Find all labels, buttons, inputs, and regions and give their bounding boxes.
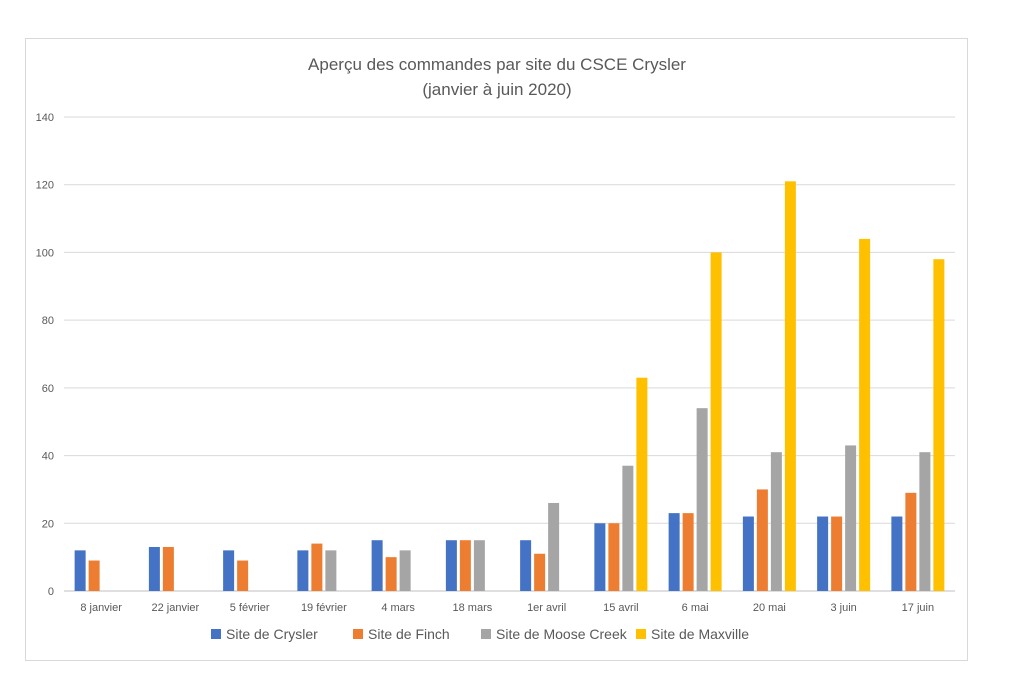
bar <box>817 516 829 591</box>
y-axis-ticks: 0 20 40 60 80 100 120 140 <box>36 112 54 598</box>
bar <box>399 550 411 591</box>
bar <box>534 553 546 591</box>
bar <box>905 492 917 591</box>
bar <box>742 516 754 591</box>
bar <box>608 523 620 591</box>
bar <box>668 513 680 591</box>
legend: Site de Crysler Site de Finch Site de Moos… <box>211 626 749 642</box>
bar <box>756 489 768 591</box>
y-tick-label: 20 <box>42 518 54 530</box>
bar <box>385 557 397 591</box>
bar-chart: Aperçu des commandes par site du CSCE Cr… <box>36 55 955 642</box>
legend-swatch <box>211 629 221 639</box>
bar <box>636 377 648 591</box>
legend-item: Site de Maxville <box>636 626 749 642</box>
bar <box>473 540 485 591</box>
bar <box>831 516 843 591</box>
bar <box>770 452 782 591</box>
x-tick-label: 20 mai <box>753 602 786 614</box>
bar <box>237 560 249 591</box>
y-tick-label: 80 <box>42 315 54 327</box>
x-tick-label: 15 avril <box>603 602 638 614</box>
bar <box>520 540 532 591</box>
gridlines <box>64 116 955 592</box>
bar <box>148 546 160 591</box>
legend-label: Site de Crysler <box>226 626 318 642</box>
bar <box>696 408 708 591</box>
x-tick-label: 8 janvier <box>80 602 122 614</box>
bar <box>784 181 796 592</box>
legend-item: Site de Moose Creek <box>481 626 628 642</box>
bar <box>459 540 471 591</box>
x-tick-label: 1er avril <box>527 602 566 614</box>
legend-label: Site de Finch <box>368 626 450 642</box>
bar <box>88 560 100 591</box>
legend-label: Site de Maxville <box>651 626 749 642</box>
x-tick-label: 3 juin <box>830 602 856 614</box>
bar <box>594 523 606 591</box>
x-tick-label: 19 février <box>301 602 347 614</box>
bar <box>445 540 457 591</box>
legend-swatch <box>636 629 646 639</box>
bar <box>162 546 174 591</box>
bar <box>311 543 323 591</box>
y-tick-label: 120 <box>36 180 54 192</box>
bar <box>845 445 857 591</box>
bars <box>74 181 945 592</box>
bar <box>297 550 309 591</box>
bar <box>919 452 931 591</box>
x-tick-label: 4 mars <box>381 602 415 614</box>
legend-item: Site de Finch <box>353 626 450 642</box>
x-tick-label: 18 mars <box>453 602 493 614</box>
legend-swatch <box>353 629 363 639</box>
legend-item: Site de Crysler <box>211 626 318 642</box>
legend-label: Site de Moose Creek <box>496 626 628 642</box>
chart-title: Aperçu des commandes par site du CSCE Cr… <box>308 55 686 74</box>
y-tick-label: 100 <box>36 247 54 259</box>
x-tick-label: 22 janvier <box>152 602 200 614</box>
legend-swatch <box>481 629 491 639</box>
y-tick-label: 0 <box>48 586 54 598</box>
x-tick-label: 6 mai <box>682 602 709 614</box>
bar <box>891 516 903 591</box>
chart-subtitle: (janvier à juin 2020) <box>422 80 571 99</box>
bar <box>371 540 383 591</box>
bar <box>223 550 235 591</box>
y-tick-label: 40 <box>42 451 54 463</box>
x-tick-label: 5 février <box>230 602 270 614</box>
bar <box>682 513 694 591</box>
bar <box>859 238 871 591</box>
bar <box>325 550 337 591</box>
y-tick-label: 140 <box>36 112 54 124</box>
bar <box>933 259 945 591</box>
x-tick-label: 17 juin <box>902 602 934 614</box>
bar <box>622 465 634 591</box>
x-axis-ticks: 8 janvier 22 janvier 5 février 19 février 4 … <box>80 602 934 614</box>
chart-frame: Aperçu des commandes par site du CSCE Cr… <box>25 38 968 661</box>
bar <box>710 252 722 591</box>
y-tick-label: 60 <box>42 383 54 395</box>
bar <box>548 502 560 591</box>
bar <box>74 550 86 591</box>
